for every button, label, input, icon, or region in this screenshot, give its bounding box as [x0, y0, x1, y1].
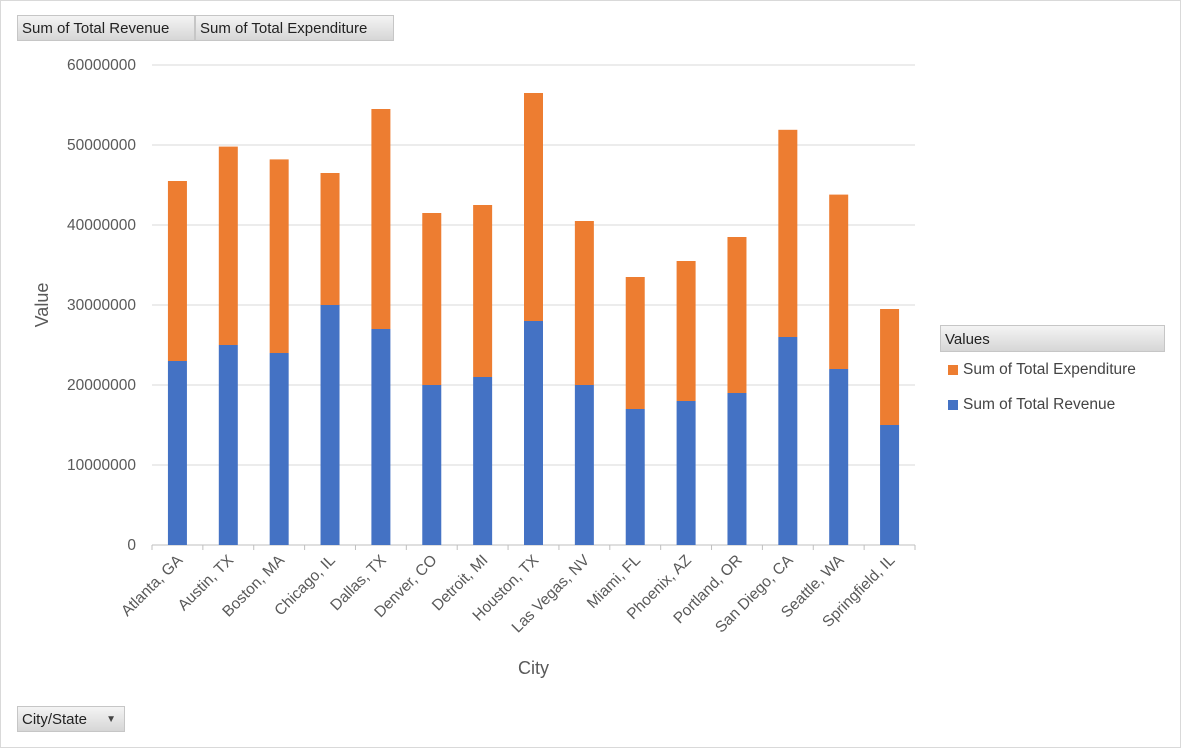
bar-revenue — [829, 369, 849, 545]
bar-expenditure — [320, 173, 340, 305]
y-tick-label: 10000000 — [67, 457, 136, 474]
bar-revenue — [371, 329, 391, 545]
dropdown-arrow-icon: ▼ — [106, 714, 116, 725]
bar-revenue — [676, 401, 696, 545]
bar-expenditure — [371, 109, 391, 329]
bar-expenditure — [473, 205, 493, 377]
bar-expenditure — [167, 181, 187, 361]
bar-expenditure — [778, 129, 798, 337]
x-tick-label: Atlanta, GA — [118, 551, 187, 620]
legend-item-expenditure[interactable]: Sum of Total Expenditure — [940, 352, 1165, 387]
bar-revenue — [269, 353, 289, 545]
y-tick-label: 30000000 — [67, 297, 136, 314]
expenditure-field-button[interactable]: Sum of Total Expenditure — [195, 15, 394, 41]
bar-expenditure — [676, 261, 696, 401]
bar-expenditure — [625, 277, 645, 409]
revenue-field-button[interactable]: Sum of Total Revenue — [17, 15, 195, 41]
bar-revenue — [727, 393, 747, 545]
bar-revenue — [524, 321, 543, 545]
bar-revenue — [473, 377, 493, 545]
bar-revenue — [574, 385, 594, 545]
legend-values-button[interactable]: Values — [940, 325, 1165, 352]
legend-label-expenditure: Sum of Total Expenditure — [963, 361, 1136, 378]
bar-expenditure — [574, 221, 594, 385]
city-state-filter-button[interactable]: City/State ▼ — [17, 706, 125, 732]
bar-expenditure — [880, 309, 900, 425]
x-axis-title: City — [518, 658, 549, 678]
legend: Values Sum of Total Expenditure Sum of T… — [940, 325, 1165, 422]
legend-label-revenue: Sum of Total Revenue — [963, 396, 1116, 413]
city-state-label: City/State — [22, 711, 88, 728]
y-tick-label: 60000000 — [67, 57, 136, 74]
bar-revenue — [880, 425, 900, 545]
bar-revenue — [625, 409, 645, 545]
bar-revenue — [422, 385, 442, 545]
legend-item-revenue[interactable]: Sum of Total Revenue — [940, 387, 1165, 422]
bar-expenditure — [422, 213, 442, 385]
y-axis-title: Value — [32, 283, 52, 328]
bar-expenditure — [269, 159, 289, 353]
bar-revenue — [320, 305, 340, 545]
bar-expenditure — [829, 194, 849, 369]
bar-revenue — [167, 361, 187, 545]
bar-revenue — [218, 345, 238, 545]
bar-expenditure — [218, 146, 238, 345]
bar-revenue — [778, 337, 798, 545]
bar-expenditure — [524, 93, 543, 321]
bar-expenditure — [727, 237, 747, 393]
revenue-swatch — [948, 400, 958, 410]
expenditure-swatch — [948, 365, 958, 375]
y-tick-label: 40000000 — [67, 217, 136, 234]
y-tick-label: 50000000 — [67, 137, 136, 154]
y-tick-label: 0 — [127, 537, 136, 554]
y-tick-label: 20000000 — [67, 377, 136, 394]
